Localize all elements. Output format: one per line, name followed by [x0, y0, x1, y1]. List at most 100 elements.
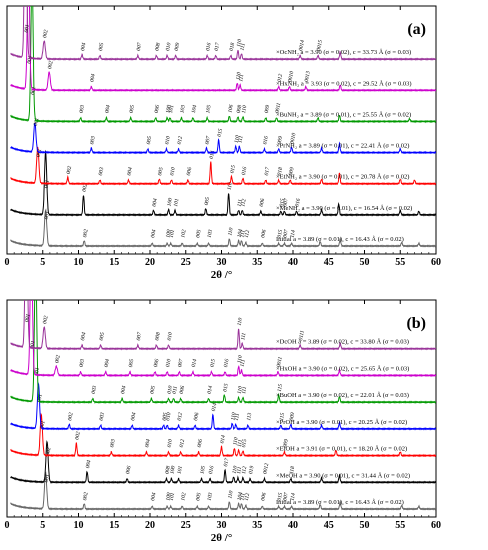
- peak-label: 007: [282, 198, 289, 207]
- peak-label: 014: [208, 150, 216, 160]
- peak-label: 0014: [297, 39, 306, 51]
- peak-label: 008: [236, 104, 243, 113]
- peak-label: 001: [34, 367, 41, 376]
- peak-label: 004: [103, 358, 111, 368]
- peak-label: 005: [204, 196, 211, 205]
- peak-label: 0010: [290, 132, 298, 144]
- peak-label: 006: [179, 385, 186, 394]
- series-line: [10, 440, 436, 485]
- peak-label: 005: [99, 332, 106, 341]
- peak-label: 104: [236, 228, 244, 238]
- peak-label: 010: [165, 358, 172, 367]
- peak-label: 111: [240, 332, 247, 341]
- series-line: [10, 300, 436, 378]
- peak-label: 111: [240, 492, 247, 501]
- peak-label: 110: [235, 71, 242, 80]
- peak-label: 009: [289, 412, 296, 421]
- series-line: [10, 300, 436, 404]
- peak-label: 010: [167, 332, 174, 341]
- peak-label: 014: [210, 402, 218, 412]
- peak-label: 100: [170, 465, 177, 474]
- peak-label: 002: [45, 447, 52, 456]
- peak-label: 010: [170, 167, 177, 176]
- peak-label: 016: [223, 358, 230, 367]
- peak-label: 008: [154, 332, 161, 341]
- x-tick-label: 40: [288, 520, 298, 531]
- x-tick-label: 5: [40, 520, 45, 531]
- peak-label: 017: [223, 458, 230, 467]
- peak-label: 106: [227, 104, 234, 113]
- peak-label: 006: [193, 412, 200, 421]
- series-line: [10, 412, 436, 458]
- series-legend: ×EtOH a = 3.91 (σ = 0.01), c = 18.20 Å (…: [276, 445, 407, 453]
- peak-label: 100: [165, 104, 172, 113]
- peak-label: 110: [227, 490, 234, 499]
- series-line: [10, 381, 436, 431]
- peak-label: 110: [227, 182, 234, 191]
- peak-label: 012: [277, 73, 284, 82]
- peak-label: 007: [282, 492, 289, 501]
- peak-label: 002: [82, 492, 89, 501]
- peak-label: 009: [282, 439, 289, 448]
- series-line: [10, 149, 436, 217]
- peak-label: 015: [222, 383, 229, 392]
- peak-label: 014: [206, 385, 214, 395]
- peak-label: 002: [47, 60, 54, 69]
- x-tick-label: 50: [360, 520, 370, 531]
- peak-label: 004: [144, 438, 152, 448]
- peak-label: 112: [244, 229, 251, 238]
- peak-label: 003: [89, 136, 96, 145]
- peak-label: 007: [136, 42, 143, 51]
- peak-label: 019: [248, 465, 255, 474]
- peak-label: 004: [88, 73, 96, 83]
- x-tick-label: 15: [109, 257, 119, 268]
- peak-label: 002: [42, 315, 49, 324]
- peak-label: 015: [277, 492, 284, 501]
- series-line: [10, 122, 436, 155]
- peak-label: 104: [236, 491, 244, 501]
- peak-label: 0011: [276, 356, 284, 368]
- peak-label: 005: [149, 385, 156, 394]
- x-tick-label: 35: [252, 520, 262, 531]
- peak-label: 0012: [262, 463, 270, 475]
- peak-label: 101: [173, 198, 180, 207]
- peak-label: 114: [289, 492, 297, 501]
- peak-label: 002: [66, 165, 73, 174]
- x-tick-label: 25: [181, 257, 191, 268]
- peak-label: 010: [167, 385, 174, 394]
- x-tick-label: 45: [324, 257, 334, 268]
- peak-label: 001: [39, 420, 46, 429]
- peak-label: 002: [42, 29, 49, 38]
- peak-label: 003: [79, 358, 86, 367]
- peak-label: 016: [208, 465, 215, 474]
- peak-label: 111: [241, 386, 248, 395]
- peak-label: 001: [29, 340, 36, 349]
- peak-label: 101: [168, 104, 175, 113]
- peak-label: 006: [197, 439, 204, 448]
- series-line: [10, 146, 436, 186]
- peak-label: 005: [98, 42, 105, 51]
- series-legend: ×OcNH₂ a = 3.90 (σ = 0.02), c = 33.73 Å …: [276, 48, 411, 56]
- peak-label: 0010: [287, 71, 295, 83]
- peak-label: 111: [237, 199, 244, 208]
- x-tick-label: 60: [431, 257, 441, 268]
- peak-label: 002: [82, 229, 89, 238]
- peak-label: 008: [165, 465, 172, 474]
- peak-label: 015: [241, 439, 248, 448]
- peak-label: 004: [79, 331, 87, 341]
- x-tick-label: 30: [217, 257, 227, 268]
- peak-label: 007: [136, 332, 143, 341]
- x-axis-label: 2θ /°: [211, 532, 232, 544]
- peak-label: 018: [229, 42, 236, 51]
- panel-label: (b): [406, 315, 426, 332]
- peak-label: 100: [165, 492, 172, 501]
- peak-label: 114: [289, 229, 297, 238]
- series-legend: ×PrNH₂ a = 3.89 (σ = 0.01), c = 22.41 Å …: [276, 142, 409, 150]
- peak-label: 006: [260, 492, 267, 501]
- peak-label: 112: [244, 492, 251, 501]
